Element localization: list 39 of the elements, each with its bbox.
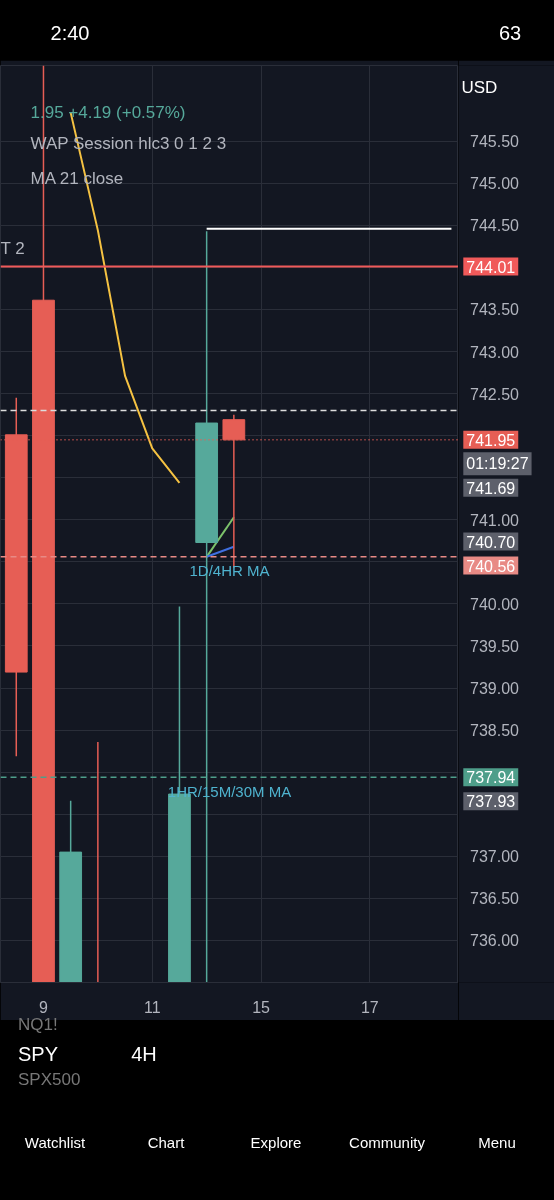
ref-line-label: 740.56 bbox=[466, 557, 516, 575]
ref-line-label: 744.01 bbox=[466, 258, 516, 276]
y-tick-label: 738.50 bbox=[470, 722, 520, 740]
y-tick-label: 736.50 bbox=[470, 890, 520, 908]
text: Menu bbox=[478, 1133, 516, 1154]
text: 737.93 bbox=[466, 793, 516, 811]
x-tick-label: 9 bbox=[39, 998, 49, 1016]
y-tick-label: 740.00 bbox=[470, 595, 520, 613]
annotation: T 2 bbox=[0, 239, 25, 258]
text: 4H bbox=[131, 1041, 157, 1067]
x-tick-label: 17 bbox=[360, 998, 379, 1016]
text: NQ1! bbox=[18, 1013, 58, 1036]
ref-line-label: 741.95 bbox=[466, 431, 516, 449]
x-tick-label: 11 bbox=[143, 998, 161, 1016]
y-tick-label: 739.00 bbox=[470, 680, 520, 698]
x-tick-label: 15 bbox=[252, 998, 271, 1016]
text: Explore bbox=[250, 1133, 302, 1154]
y-tick-label: 743.50 bbox=[470, 301, 520, 319]
y-tick-label: 742.50 bbox=[470, 385, 520, 403]
y-tick-label: 736.00 bbox=[470, 932, 520, 950]
text: SPY bbox=[17, 1041, 59, 1067]
text: 741.69 bbox=[466, 479, 516, 497]
text: Community bbox=[349, 1133, 425, 1154]
text: SPX500 bbox=[18, 1068, 81, 1091]
text: Watchlist bbox=[24, 1133, 86, 1154]
ref-line-label: 737.94 bbox=[466, 769, 516, 787]
y-tick-label: 743.00 bbox=[470, 343, 520, 361]
text: 2:40 bbox=[50, 20, 90, 46]
text: 01:19:27 bbox=[466, 455, 529, 473]
y-tick-label: 739.50 bbox=[470, 637, 520, 655]
y-tick-label: 744.50 bbox=[470, 217, 520, 235]
y-tick-label: 745.50 bbox=[470, 133, 520, 151]
y-tick-label: 745.00 bbox=[470, 175, 520, 193]
text: USD bbox=[461, 78, 498, 97]
text: 740.70 bbox=[466, 533, 516, 551]
y-tick-label: 741.00 bbox=[470, 511, 520, 529]
text: 63 bbox=[498, 20, 522, 46]
y-tick-label: 737.00 bbox=[470, 848, 520, 866]
text: Chart bbox=[147, 1133, 185, 1154]
